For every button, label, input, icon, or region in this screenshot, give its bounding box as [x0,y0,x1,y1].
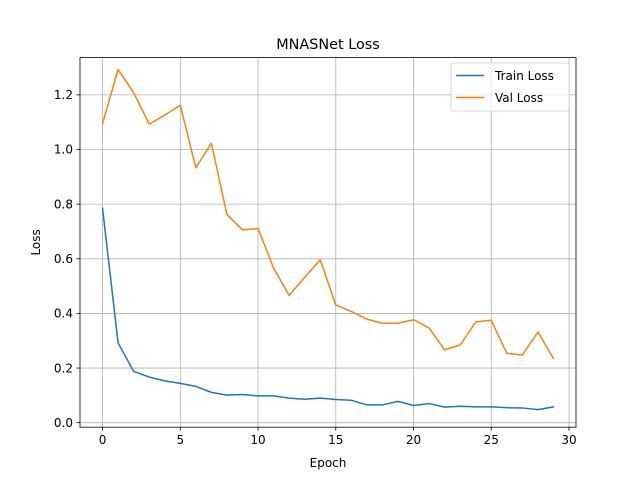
x-tick-label: 20 [406,433,421,447]
y-axis-ticks: 0.0 0.2 0.4 0.6 0.8 1.0 1.2 [54,88,80,430]
x-axis-ticks: 0 5 10 15 20 25 30 [99,427,577,447]
y-tick-label: 0.0 [54,416,73,430]
y-tick-label: 0.2 [54,361,73,375]
x-tick-label: 25 [484,433,499,447]
y-tick-label: 0.6 [54,252,73,266]
x-tick-label: 15 [328,433,343,447]
y-tick-label: 0.4 [54,307,73,321]
series-lines [101,68,555,411]
chart-title: MNASNet Loss [276,37,380,53]
y-tick-label: 0.8 [54,197,73,211]
x-tick-label: 0 [99,433,107,447]
grid-lines [80,57,576,428]
x-tick-label: 10 [250,433,265,447]
x-tick-label: 30 [561,433,576,447]
x-axis-label: Epoch [310,456,347,470]
y-tick-label: 1.2 [54,88,73,102]
legend-label-val-loss: Val Loss [495,91,543,105]
plot-area-frame [79,57,577,428]
legend: Train Loss Val Loss [450,62,570,112]
y-tick-label: 1.0 [54,143,73,157]
y-axis-label: Loss [29,229,43,255]
x-tick-label: 5 [176,433,184,447]
legend-label-train-loss: Train Loss [494,69,554,83]
series-line-val-loss [101,68,555,360]
series-line-train-loss [101,207,555,411]
